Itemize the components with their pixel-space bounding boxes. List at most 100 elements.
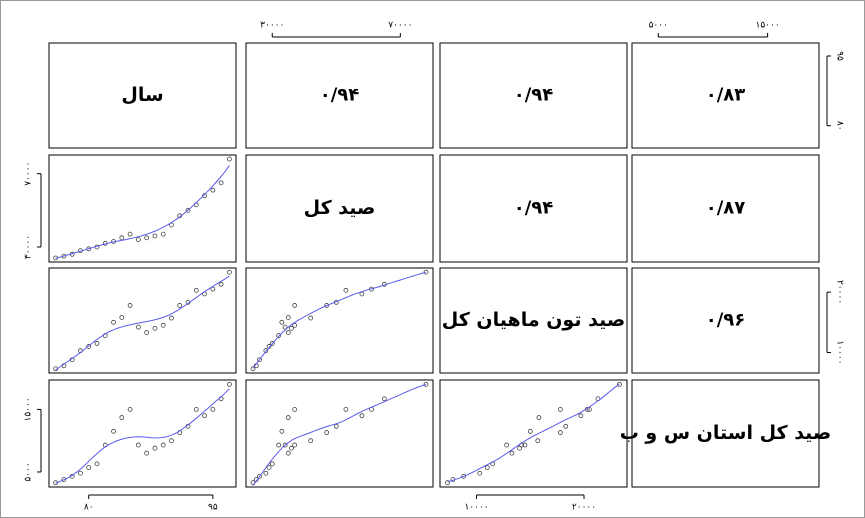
point — [285, 415, 291, 420]
point — [282, 324, 288, 330]
variable-name: سال — [121, 84, 163, 106]
point — [269, 341, 275, 346]
point — [119, 315, 125, 320]
y-tick-label: ۵۰۰۰ — [24, 462, 34, 481]
point — [218, 281, 224, 287]
point — [144, 330, 150, 335]
panel — [245, 154, 434, 263]
point — [135, 237, 141, 243]
point — [94, 461, 100, 467]
correlation: ۰/۹۶ — [706, 310, 746, 331]
y-tick-label: ۳۰۰۰۰ — [24, 235, 34, 259]
panel — [48, 42, 237, 149]
point — [169, 315, 174, 321]
point — [257, 473, 262, 479]
point — [226, 156, 232, 162]
point — [423, 269, 429, 275]
point — [266, 465, 272, 471]
point — [218, 180, 224, 186]
point — [226, 269, 232, 275]
point — [94, 341, 100, 346]
point — [185, 207, 191, 213]
point — [522, 442, 528, 448]
point — [127, 303, 133, 308]
smooth-line — [252, 383, 427, 486]
point — [343, 407, 349, 412]
point — [127, 231, 133, 237]
smooth-line — [55, 165, 230, 259]
point — [111, 428, 116, 434]
point — [202, 193, 207, 199]
panel — [439, 267, 628, 374]
point — [111, 319, 116, 325]
point — [343, 287, 349, 293]
panel — [439, 379, 628, 488]
point — [557, 430, 563, 435]
point — [535, 438, 541, 444]
point — [61, 477, 67, 482]
panel — [439, 42, 628, 149]
smooth-line — [447, 383, 620, 483]
point — [282, 442, 288, 448]
panel — [48, 154, 237, 263]
panel — [439, 154, 628, 263]
panel — [48, 267, 237, 374]
y-tick-label: ۱۰۰۰۰ — [835, 340, 845, 364]
variable-name: صید تون ماهیان کل — [442, 309, 625, 331]
panel — [48, 379, 237, 488]
panel — [631, 267, 820, 374]
point — [144, 450, 150, 456]
point — [617, 381, 622, 387]
point — [160, 231, 166, 237]
point — [160, 322, 166, 328]
y-tick-label: ۱۵۰۰۰ — [24, 397, 34, 421]
point — [289, 325, 294, 331]
correlation: ۰/۸۷ — [706, 198, 746, 219]
panel — [631, 154, 820, 263]
point — [536, 415, 542, 420]
point — [578, 413, 584, 419]
point — [152, 233, 158, 239]
correlation: ۰/۹۴ — [320, 85, 360, 106]
point — [257, 357, 262, 363]
point — [289, 445, 294, 451]
y-tick-label: ۷۰۰۰۰ — [24, 162, 34, 186]
point — [276, 333, 282, 338]
point — [517, 445, 522, 451]
panel — [245, 267, 434, 374]
panel — [245, 42, 434, 149]
point — [119, 415, 125, 420]
panel — [631, 42, 820, 149]
point — [169, 438, 174, 444]
point — [210, 286, 216, 292]
point — [292, 442, 298, 448]
point — [285, 330, 291, 335]
panel — [245, 379, 434, 488]
point — [381, 396, 387, 402]
point — [193, 407, 199, 412]
point — [563, 423, 569, 429]
point — [266, 344, 272, 349]
x-tick-label: ۱۵۰۰۰ — [756, 21, 780, 31]
point — [276, 442, 282, 448]
point — [279, 428, 285, 434]
point — [152, 325, 158, 331]
point — [359, 413, 365, 419]
point — [308, 438, 314, 444]
point — [292, 303, 298, 308]
point — [177, 303, 183, 308]
x-tick-label: ۷۰۰۰۰ — [388, 21, 412, 31]
correlation: ۰/۹۴ — [514, 198, 554, 219]
smooth-line — [55, 388, 230, 484]
point — [78, 470, 83, 476]
point — [477, 470, 483, 476]
point — [193, 287, 199, 293]
point — [333, 423, 339, 429]
point — [160, 442, 166, 448]
point — [135, 324, 141, 330]
x-tick-label: ۲۰۰۰۰ — [572, 503, 596, 513]
smooth-line — [55, 275, 230, 371]
panel — [631, 379, 820, 488]
point — [86, 465, 92, 471]
